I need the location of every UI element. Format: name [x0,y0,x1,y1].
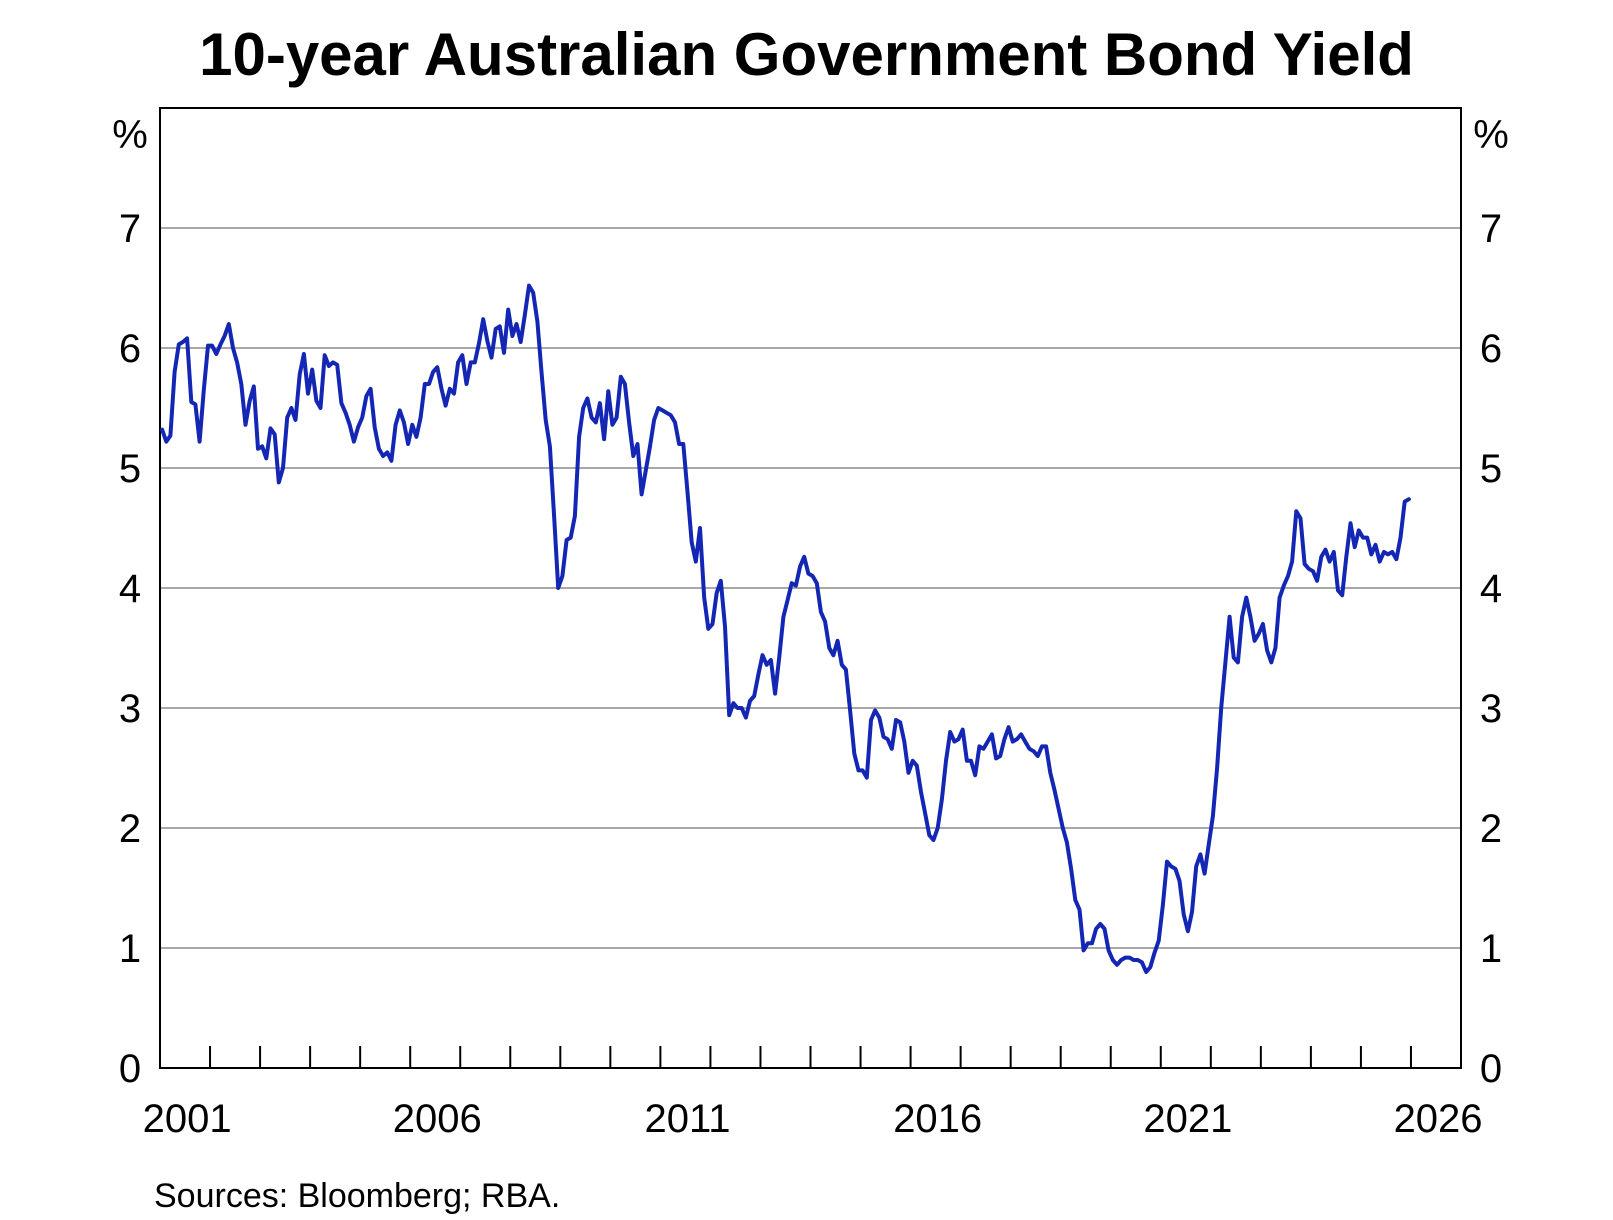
y-tick-label-left: 0 [119,1047,141,1091]
y-tick-label-left: 2 [119,807,141,851]
y-tick-label-right: 1 [1480,927,1502,971]
y-tick-label-right: 0 [1480,1047,1502,1091]
y-tick-label-left: 1 [119,927,141,971]
y-unit-left: % [112,113,148,157]
y-tick-label-right: 2 [1480,807,1502,851]
x-tick-label: 2006 [393,1097,482,1141]
x-axis-ticks [209,1046,1412,1068]
y-tick-label-left: 6 [119,327,141,371]
x-tick-label: 2016 [893,1097,982,1141]
gridlines [160,227,1461,949]
y-tick-label-left: 3 [119,687,141,731]
x-tick-label: 2011 [644,1097,730,1141]
series-line [160,283,1411,974]
source-note: Sources: Bloomberg; RBA. [154,1177,561,1215]
y-tick-label-left: 4 [119,567,141,611]
y-tick-label-left: 5 [119,447,141,491]
x-tick-label: 2001 [143,1097,232,1141]
axis-labels: 0 0 1 1 2 2 3 3 4 4 5 5 6 6 7 7 2001 2006 2011 2016 2021 2026 [119,207,1502,1141]
y-tick-label-right: 3 [1480,687,1502,731]
x-tick-label: 2021 [1143,1097,1232,1141]
chart-title: 10-year Australian Government Bond Yield [199,21,1414,88]
x-tick-label: 2026 [1394,1097,1483,1141]
y-tick-label-right: 4 [1480,567,1502,611]
y-tick-label-right: 7 [1480,207,1502,251]
y-unit-right: % [1473,113,1509,157]
y-tick-label-left: 7 [119,207,141,251]
series-layer [160,283,1411,974]
y-tick-label-right: 6 [1480,327,1502,371]
y-tick-label-right: 5 [1480,447,1502,491]
